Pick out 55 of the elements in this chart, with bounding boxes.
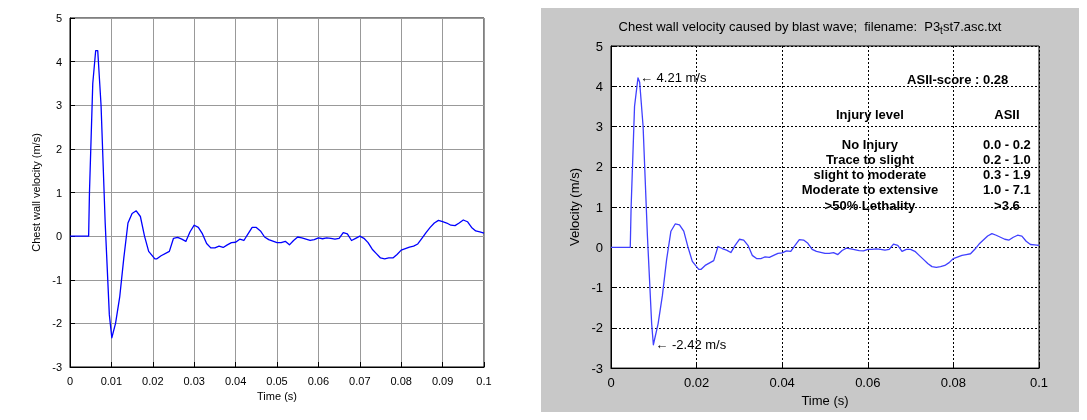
y-axis-title: Chest wall velocity (m/s) — [29, 133, 42, 252]
annotation: ← 4.21 m/s — [639, 70, 707, 86]
y-tick-label: 5 — [55, 12, 62, 24]
x-tick-label: 0.03 — [183, 374, 205, 387]
x-tick-label: 0.05 — [266, 374, 288, 387]
x-tick-label: 0.07 — [349, 374, 371, 387]
x-tick-label: 0 — [607, 375, 615, 391]
y-tick-label: 1 — [55, 186, 62, 199]
annotation: No Injury — [841, 137, 899, 153]
x-tick-label: 0.04 — [769, 375, 795, 391]
y-tick-label: 3 — [55, 99, 62, 112]
annotation: 0.2 - 1.0 — [983, 152, 1031, 168]
x-axis-title: Time (s) — [257, 390, 297, 403]
x-tick-label: 0.01 — [100, 374, 123, 387]
annotation: 0.0 - 0.2 — [983, 137, 1031, 153]
x-tick-label: 0.04 — [224, 374, 247, 387]
y-tick-label: 5 — [595, 38, 603, 54]
x-tick-label: 0.06 — [307, 374, 330, 387]
annotation: 0.3 - 1.9 — [983, 167, 1031, 183]
annotation: Moderate to extensive — [801, 182, 939, 198]
x-tick-label: 0.08 — [940, 375, 967, 391]
y-tick-label: -2 — [591, 320, 603, 336]
y-tick-label: 4 — [595, 78, 603, 94]
annotation: Trace to slight — [825, 152, 915, 168]
annotation: 1.0 - 7.1 — [983, 182, 1031, 198]
y-tick-label: 2 — [55, 142, 62, 155]
annotation: >50% Lethality — [824, 197, 917, 213]
y-tick-label: 0 — [595, 239, 603, 255]
y-tick-label: 3 — [595, 119, 603, 135]
x-axis-title: Time (s) — [801, 393, 849, 408]
y-tick-label: 2 — [595, 159, 603, 175]
annotation: ← -2.42 m/s — [655, 337, 727, 353]
y-tick-label: -1 — [591, 280, 603, 296]
y-axis-title: Velocity (m/s) — [566, 168, 582, 247]
x-tick-label: 0.1 — [476, 374, 492, 387]
annotation: ASII — [994, 106, 1020, 122]
y-tick-label: 1 — [595, 199, 603, 215]
x-tick-label: 0.02 — [142, 374, 164, 387]
line-series — [69, 50, 485, 339]
y-tick-label: 4 — [55, 55, 62, 68]
x-tick-label: 0.02 — [683, 375, 710, 391]
annotation: Injury level — [835, 106, 904, 122]
annotation: slight to moderate — [813, 167, 927, 183]
x-tick-label: 0.09 — [431, 374, 454, 387]
x-tick-label: 0.1 — [1029, 375, 1049, 391]
y-tick-label: 0 — [55, 230, 62, 243]
y-tick-label: -2 — [52, 317, 62, 330]
x-tick-label: 0 — [66, 374, 74, 387]
y-tick-label: -1 — [52, 273, 62, 286]
y-tick-label: -3 — [591, 360, 603, 376]
x-tick-label: 0.08 — [390, 374, 412, 387]
x-tick-label: 0.06 — [855, 375, 881, 391]
y-tick-label: -3 — [52, 361, 62, 373]
annotation: ASII-score : 0.28 — [907, 72, 1009, 88]
annotation: >3.6 — [994, 197, 1020, 213]
